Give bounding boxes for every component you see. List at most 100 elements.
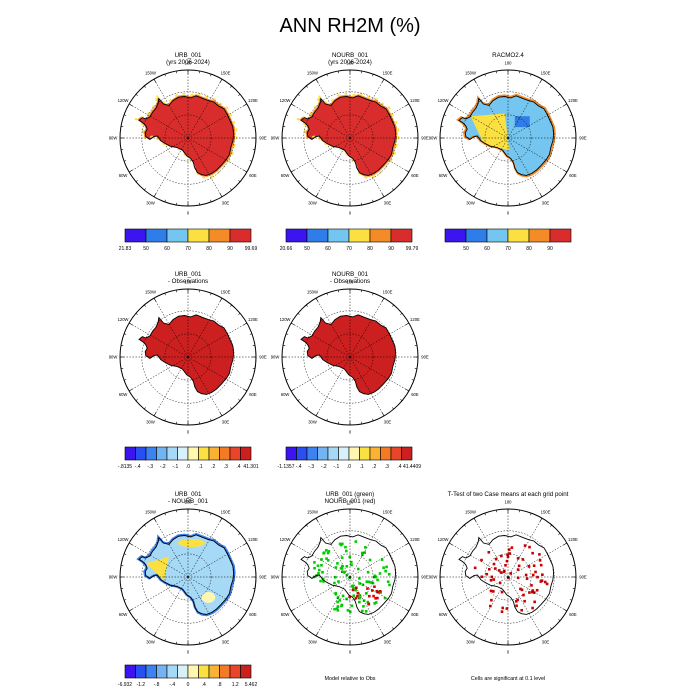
boundary-tick	[464, 627, 466, 630]
colorbar-swatch	[177, 664, 189, 679]
boundary-tick	[411, 160, 415, 162]
panel-footer: Model relative to Obs	[325, 676, 376, 682]
longitude-label: 120E	[568, 537, 578, 542]
longitude-label: 60W	[281, 173, 290, 178]
boundary-tick	[473, 517, 477, 522]
meridian-line	[315, 356, 351, 417]
coastline	[300, 95, 397, 176]
colorbar-label: 70	[185, 246, 191, 252]
colorbar-label: .2	[372, 464, 376, 470]
panel-title: T-Test of two Case means at each grid po…	[448, 491, 569, 498]
land-fill	[301, 534, 396, 615]
boundary-tick	[448, 542, 453, 546]
longitude-label: 120E	[410, 537, 420, 542]
boundary-tick	[123, 379, 127, 381]
meridian-line	[448, 103, 509, 139]
significance-cell	[358, 600, 361, 604]
colorbar: 21.83 50 60 70 80 90 99.69	[119, 228, 257, 252]
colorbar: 50 60 70 80 90	[444, 228, 572, 252]
meridian-line	[448, 542, 509, 578]
boundary-tick	[290, 169, 295, 173]
longitude-label: 0	[507, 211, 510, 216]
boundary-tick	[455, 180, 458, 182]
significance-cell	[333, 607, 336, 611]
boundary-tick	[230, 85, 232, 88]
boundary-tick	[473, 78, 477, 83]
boundary-tick	[249, 114, 253, 116]
significance-cell	[487, 567, 491, 571]
boundary-tick	[290, 322, 295, 326]
significance-cell	[531, 551, 534, 555]
meridian-line	[315, 137, 351, 198]
longitude-label: 150E	[541, 71, 551, 76]
boundary-tick	[455, 533, 458, 535]
colorbar-swatch	[177, 446, 189, 461]
interior-fill-90	[139, 95, 234, 176]
colorbar-label: -.2	[321, 464, 327, 470]
colorbar-swatch	[285, 228, 308, 243]
colorbar-label: 90	[547, 246, 553, 252]
boundary-tick	[550, 524, 552, 527]
longitude-label: 30W	[146, 640, 155, 645]
panel-title: NOURB_001	[332, 52, 369, 59]
colorbar-label: 5.462	[245, 682, 258, 688]
colorbar-label: -1.1357	[278, 464, 295, 470]
meridian-line	[187, 78, 223, 139]
panel-subtitle: - Observations	[330, 278, 370, 285]
colorbar-swatch	[187, 228, 210, 243]
colorbar-swatch	[486, 228, 509, 243]
significance-cell	[510, 546, 514, 549]
significance-cell	[531, 606, 534, 610]
longitude-label: 30W	[146, 420, 155, 425]
longitude-label: 150W	[307, 510, 318, 515]
boundary-tick	[530, 73, 532, 77]
colorbar-label: 0	[187, 682, 190, 688]
significance-cell	[492, 562, 496, 566]
significance-cell	[545, 582, 549, 586]
significance-cell	[352, 587, 355, 590]
meridian-line	[507, 103, 568, 139]
boundary-tick	[164, 638, 166, 642]
nourb-cell	[348, 595, 351, 599]
boundary-tick	[210, 199, 212, 203]
longitude-label: 90E	[259, 355, 267, 360]
panel-subtitle: - NOURB_001	[168, 498, 208, 505]
significance-cell	[316, 564, 320, 568]
boundary-tick	[473, 193, 477, 198]
coastline	[458, 534, 555, 615]
boundary-tick	[164, 292, 166, 296]
longitude-label: 30W	[466, 640, 475, 645]
longitude-label: 90E	[421, 575, 429, 580]
significance-cell	[350, 560, 353, 564]
coastline	[138, 314, 235, 395]
colorbar-swatch	[229, 228, 252, 243]
boundary-tick	[443, 114, 447, 116]
longitude-label: 0	[507, 650, 510, 655]
boundary-tick	[297, 94, 300, 96]
boundary-tick	[392, 627, 394, 630]
colorbar-swatch	[187, 446, 199, 461]
boundary-tick	[372, 418, 374, 422]
colorbar-swatch	[124, 228, 147, 243]
colorbar-swatch	[296, 446, 308, 461]
significance-cell	[489, 589, 493, 593]
meridian-line	[349, 576, 410, 612]
colorbar-label: .4	[202, 682, 206, 688]
significance-cell	[345, 597, 348, 601]
significance-cell	[364, 546, 367, 549]
significance-cell	[384, 569, 387, 573]
boundary-tick	[210, 292, 212, 296]
boundary-tick	[135, 94, 138, 96]
boundary-tick	[372, 199, 374, 203]
significance-cell	[334, 575, 337, 579]
colorbar-label: -1.2	[136, 682, 145, 688]
significance-cell	[530, 584, 533, 587]
boundary-tick	[411, 599, 415, 601]
boundary-tick	[297, 180, 300, 182]
longitude-label: 90W	[271, 575, 280, 580]
longitude-label: 90E	[421, 136, 429, 141]
colorbar-label: .1	[360, 464, 364, 470]
significance-cell	[520, 588, 524, 592]
boundary-tick	[243, 169, 248, 173]
